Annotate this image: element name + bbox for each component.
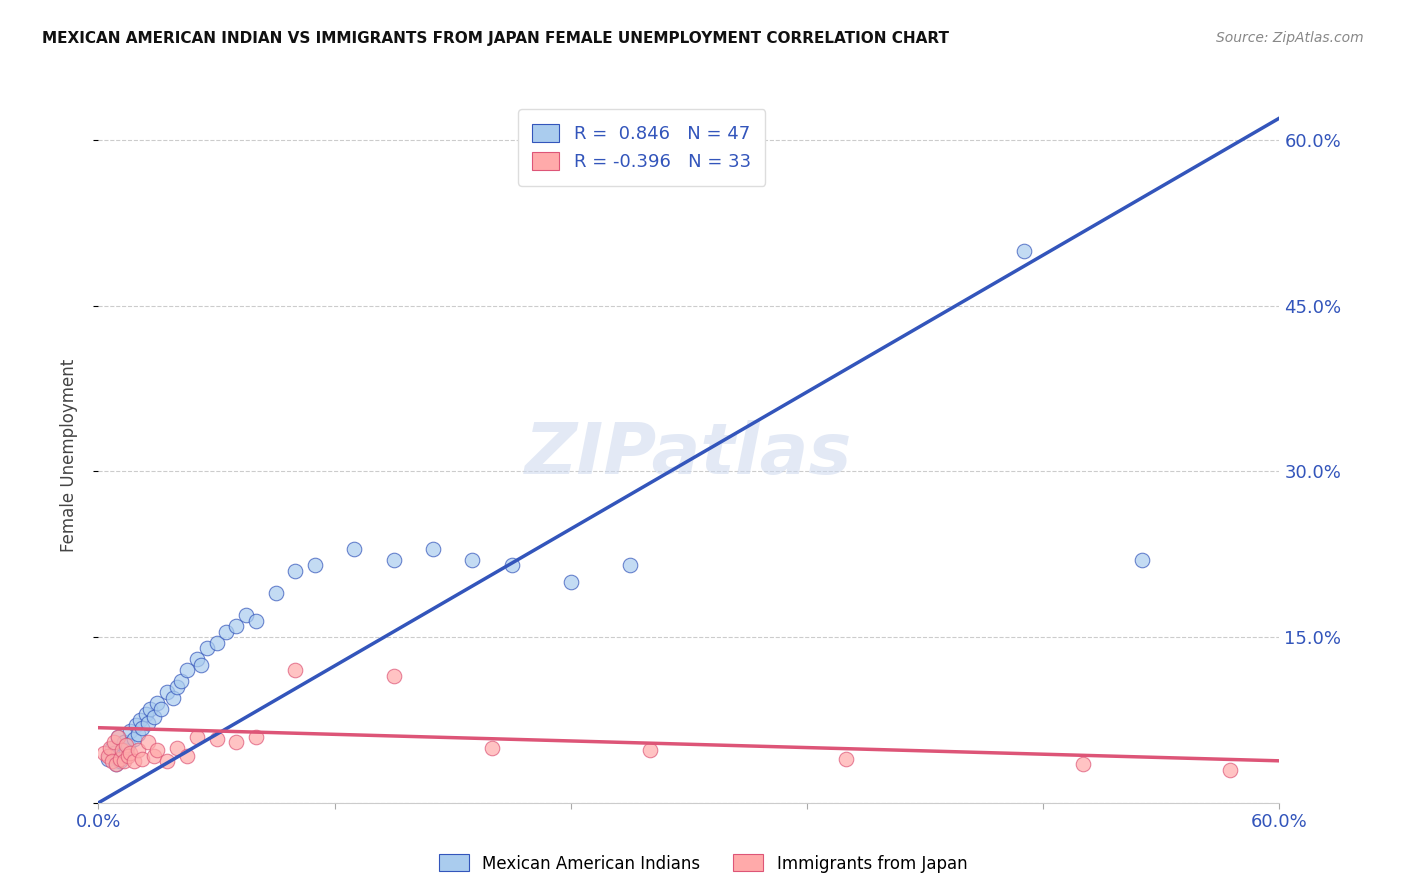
Point — [128, 713, 150, 727]
Point — [162, 690, 184, 705]
Point — [1219, 763, 1241, 777]
Point — [264, 586, 287, 600]
Point — [382, 669, 405, 683]
Point — [235, 608, 257, 623]
Point — [170, 674, 193, 689]
Point — [107, 730, 129, 744]
Point — [108, 751, 131, 765]
Point — [103, 735, 125, 749]
Point — [560, 574, 582, 589]
Text: Source: ZipAtlas.com: Source: ZipAtlas.com — [1216, 31, 1364, 45]
Point — [146, 743, 169, 757]
Point — [122, 731, 145, 746]
Point — [176, 663, 198, 677]
Point — [108, 754, 131, 768]
Point — [117, 749, 139, 764]
Point — [97, 751, 120, 765]
Point — [284, 564, 307, 578]
Point — [111, 743, 134, 757]
Point — [225, 735, 247, 749]
Point — [135, 707, 157, 722]
Point — [166, 680, 188, 694]
Point — [1012, 244, 1035, 258]
Point — [107, 730, 129, 744]
Point — [105, 757, 128, 772]
Point — [190, 657, 212, 672]
Point — [1071, 757, 1094, 772]
Point — [136, 716, 159, 731]
Point — [245, 614, 267, 628]
Point — [1130, 553, 1153, 567]
Point — [638, 743, 661, 757]
Point — [186, 652, 208, 666]
Point — [245, 730, 267, 744]
Point — [117, 739, 139, 753]
Point — [115, 743, 138, 757]
Point — [205, 635, 228, 649]
Point — [195, 641, 218, 656]
Point — [146, 697, 169, 711]
Point — [186, 730, 208, 744]
Point — [156, 685, 179, 699]
Point — [461, 553, 484, 567]
Point — [118, 746, 141, 760]
Point — [481, 740, 503, 755]
Point — [156, 754, 179, 768]
Point — [103, 746, 125, 760]
Point — [835, 751, 858, 765]
Point — [101, 740, 124, 755]
Point — [136, 735, 159, 749]
Point — [501, 558, 523, 573]
Point — [125, 718, 148, 732]
Point — [142, 709, 165, 723]
Point — [131, 751, 153, 765]
Point — [304, 558, 326, 573]
Point — [98, 740, 121, 755]
Point — [112, 754, 135, 768]
Point — [118, 724, 141, 739]
Point — [131, 721, 153, 735]
Legend: R =  0.846   N = 47, R = -0.396   N = 33: R = 0.846 N = 47, R = -0.396 N = 33 — [517, 109, 765, 186]
Point — [150, 702, 173, 716]
Text: MEXICAN AMERICAN INDIAN VS IMMIGRANTS FROM JAPAN FEMALE UNEMPLOYMENT CORRELATION: MEXICAN AMERICAN INDIAN VS IMMIGRANTS FR… — [42, 31, 949, 46]
Point — [176, 749, 198, 764]
Point — [138, 702, 160, 716]
Legend: Mexican American Indians, Immigrants from Japan: Mexican American Indians, Immigrants fro… — [432, 847, 974, 880]
Point — [166, 740, 188, 755]
Point — [343, 541, 366, 556]
Point — [619, 558, 641, 573]
Point — [142, 749, 165, 764]
Point — [111, 749, 134, 764]
Point — [112, 735, 135, 749]
Point — [225, 619, 247, 633]
Point — [93, 746, 115, 760]
Point — [205, 731, 228, 746]
Point — [101, 754, 124, 768]
Text: ZIPatlas: ZIPatlas — [526, 420, 852, 490]
Point — [422, 541, 444, 556]
Point — [97, 749, 120, 764]
Point — [127, 727, 149, 741]
Point — [105, 757, 128, 772]
Point — [127, 743, 149, 757]
Y-axis label: Female Unemployment: Female Unemployment — [59, 359, 77, 551]
Point — [382, 553, 405, 567]
Point — [284, 663, 307, 677]
Point — [115, 739, 138, 753]
Point — [215, 624, 238, 639]
Point — [122, 754, 145, 768]
